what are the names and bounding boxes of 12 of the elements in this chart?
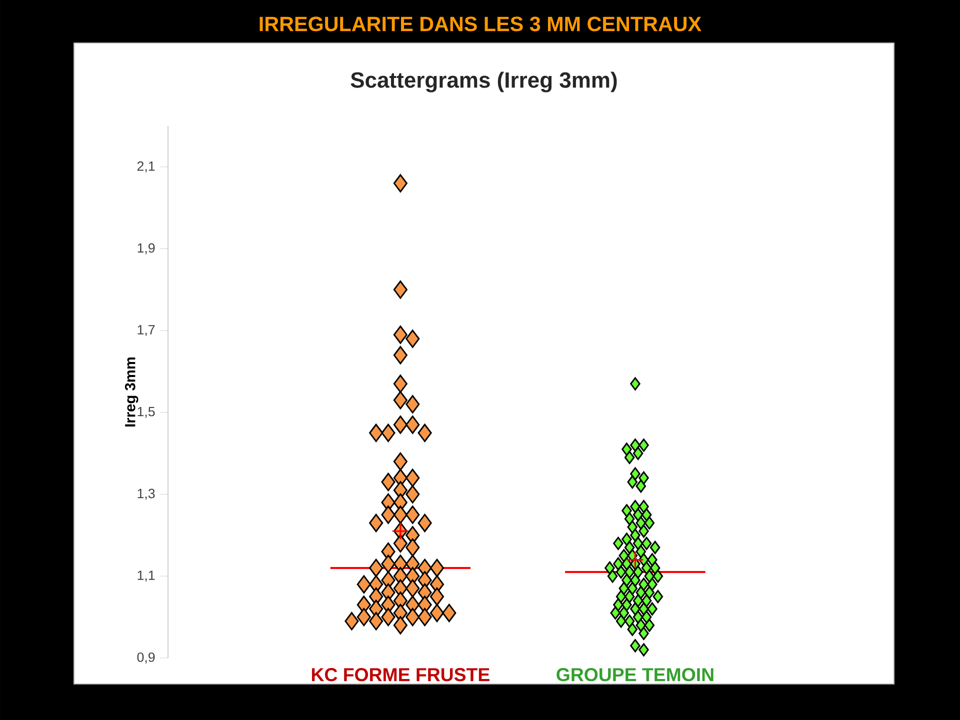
- x-tick-label: KC FORME FRUSTE: [312, 668, 490, 682]
- y-tick-label: 2,1: [137, 161, 155, 172]
- y-tick-label: 1,9: [138, 243, 155, 254]
- y-tick-label: 1,3: [138, 488, 155, 500]
- y-tick-label: 0,9: [137, 652, 155, 664]
- chart-subtitle: Scattergrams (Irreg 3mm): [350, 72, 617, 92]
- chart-title: IRREGULARITE DANS LES 3 MM CENTRAUX: [260, 16, 702, 32]
- y-tick-label: 1,5: [138, 407, 155, 418]
- x-tick-label: GROUPE TEMOIN: [556, 668, 714, 682]
- y-tick-label: 1,1: [138, 570, 155, 582]
- y-tick-label: 1,7: [138, 325, 155, 336]
- y-axis-title: Irreg 3mm: [124, 357, 138, 426]
